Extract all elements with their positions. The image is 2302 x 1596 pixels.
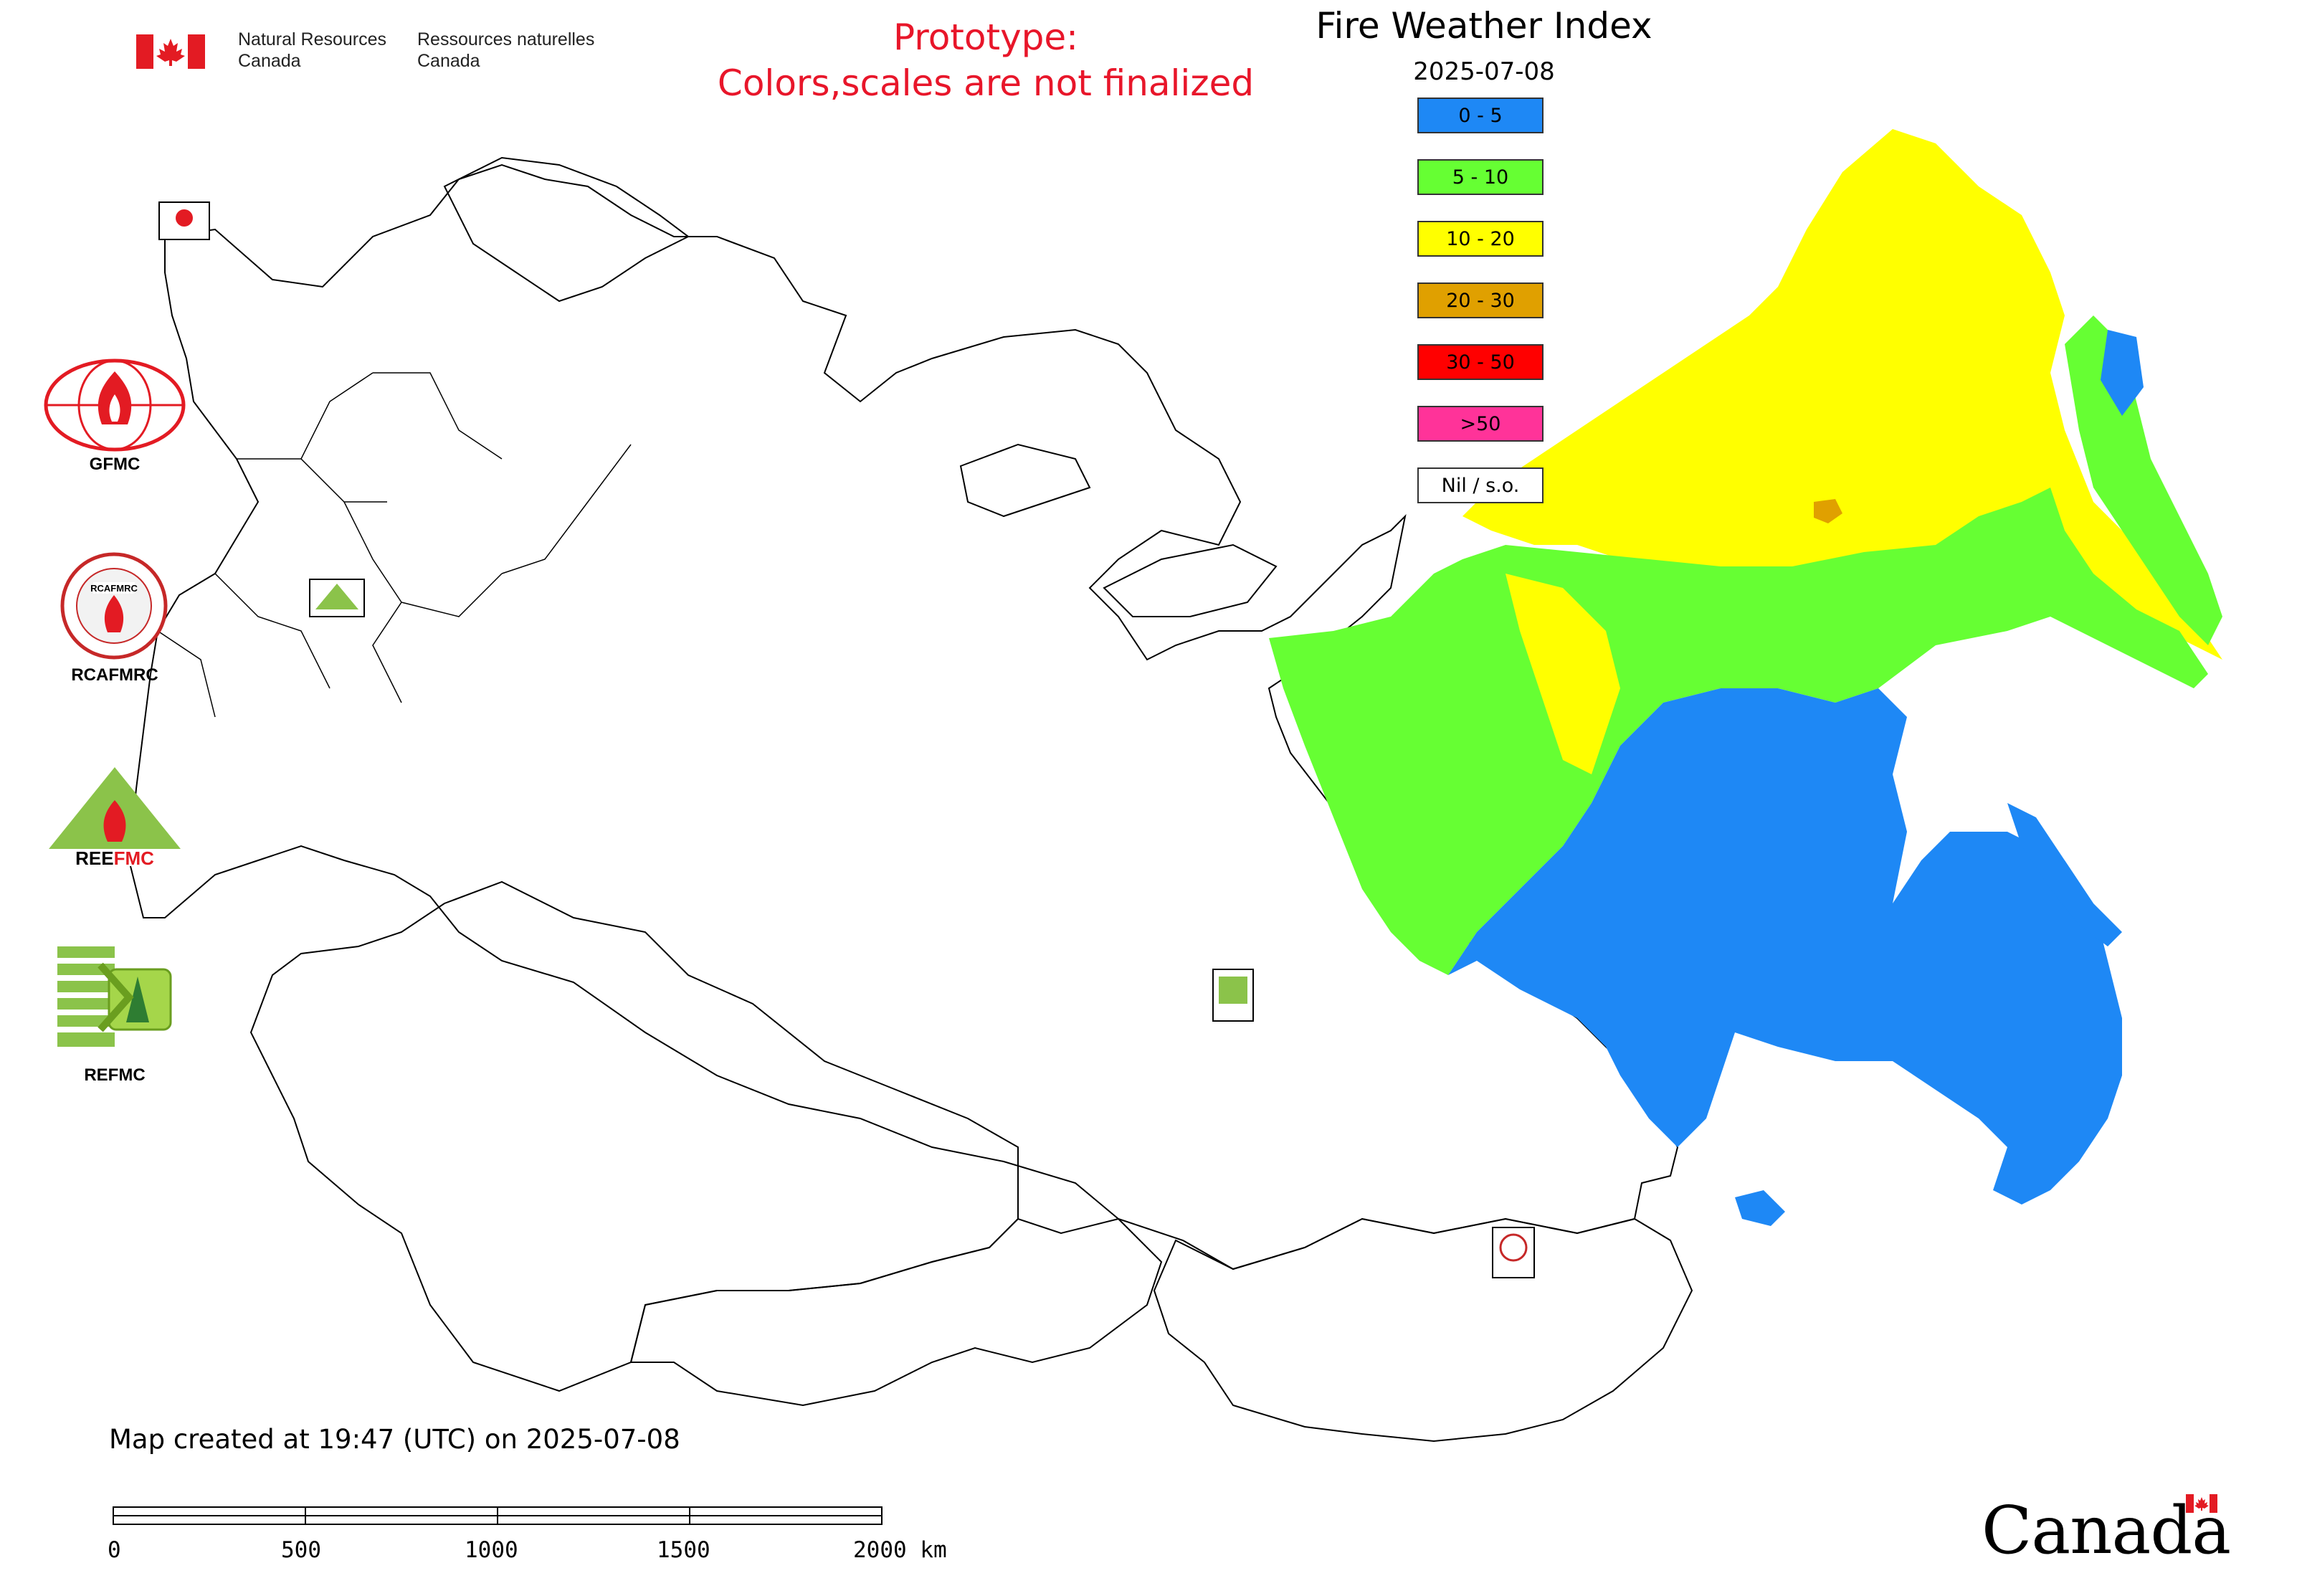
legend-item-0-5: 0 - 5 (1417, 98, 1544, 133)
reefmc-logo-icon: REEFMC (42, 767, 188, 869)
rcafmrc-logo: RCAFMRC RCAFMRC (29, 552, 201, 688)
fwi-zone-0-5 (1448, 688, 2122, 1205)
svg-text:REEFMC: REEFMC (75, 847, 154, 869)
rcafmrc-marker-icon (1499, 1233, 1528, 1262)
gfmc-logo: GFMC (29, 358, 201, 488)
gfmc-marker-icon (176, 209, 193, 227)
scale-label-2000: 2000 km (853, 1537, 947, 1563)
fwi-zone-20-30 (1814, 499, 1842, 523)
internal-borders (157, 372, 632, 718)
refmc-logo: REFMC (29, 944, 201, 1094)
refmc-logo-icon (57, 946, 172, 1047)
nrcan-english: Natural Resources Canada (238, 29, 387, 71)
legend-item-over-50: >50 (1417, 406, 1544, 442)
fwi-zone-sakhalin (2007, 803, 2122, 946)
kola-outline (443, 156, 690, 303)
canada-wordmark: Canada (1982, 1491, 2231, 1570)
fwi-zone-kamchatka-blue (2101, 330, 2144, 416)
prototype-warning: Prototype: Colors,scales are not finaliz… (717, 16, 1255, 104)
kazakhstan-outline (249, 880, 1019, 1392)
refmc-label: REFMC (84, 1065, 146, 1085)
map-center-markers (158, 201, 1535, 1278)
legend-item-30-50: 30 - 50 (1417, 344, 1544, 380)
mongolia-outline (1153, 1217, 1693, 1443)
map-date: 2025-07-08 (1413, 57, 1555, 86)
central-asia-outline (629, 1217, 1163, 1407)
nrcan-signature: Natural Resources Canada Ressources natu… (136, 29, 638, 79)
reefmc-marker-icon (315, 584, 358, 609)
legend-item-5-10: 5 - 10 (1417, 159, 1544, 195)
legend-item-10-20: 10 - 20 (1417, 221, 1544, 257)
scale-label-1000: 1000 (465, 1537, 518, 1563)
nrcan-french: Ressources naturelles Canada (417, 29, 595, 71)
rcafmrc-logo-icon: RCAFMRC (60, 552, 168, 660)
refmc-marker-icon (1219, 977, 1247, 1004)
legend-item-20-30: 20 - 30 (1417, 282, 1544, 318)
canada-wordmark-flag-icon (2186, 1494, 2217, 1513)
fwi-zone-10-20-west (1506, 574, 1620, 774)
fwi-zone-lake (1735, 1190, 1785, 1226)
map-title: Fire Weather Index (1316, 5, 1652, 47)
gfmc-label: GFMC (89, 455, 141, 474)
canada-flag-icon (136, 34, 205, 69)
fwi-raster (1269, 129, 2222, 1226)
scale-label-0: 0 (108, 1537, 121, 1563)
fwi-zone-5-10 (1269, 488, 2208, 975)
legend-item-nil: Nil / s.o. (1417, 467, 1544, 503)
rcafmrc-marker (1492, 1227, 1535, 1278)
svg-text:RCAFMRC: RCAFMRC (90, 583, 138, 594)
reefmc-logo: REEFMC (29, 764, 201, 879)
scale-bar: 0 500 1000 1500 2000 km (108, 1498, 968, 1577)
gfmc-logo-icon (44, 358, 186, 452)
scale-label-500: 500 (281, 1537, 321, 1563)
fwi-zone-kamchatka (2065, 315, 2222, 645)
rcafmrc-label: RCAFMRC (71, 665, 158, 685)
scale-bar-graphic (113, 1506, 883, 1525)
taymyr-outline (1103, 543, 1278, 617)
novaya-zemlya-outline (959, 443, 1091, 518)
map-created-timestamp: Map created at 19:47 (UTC) on 2025-07-08 (109, 1424, 680, 1455)
scale-label-1500: 1500 (657, 1537, 710, 1563)
